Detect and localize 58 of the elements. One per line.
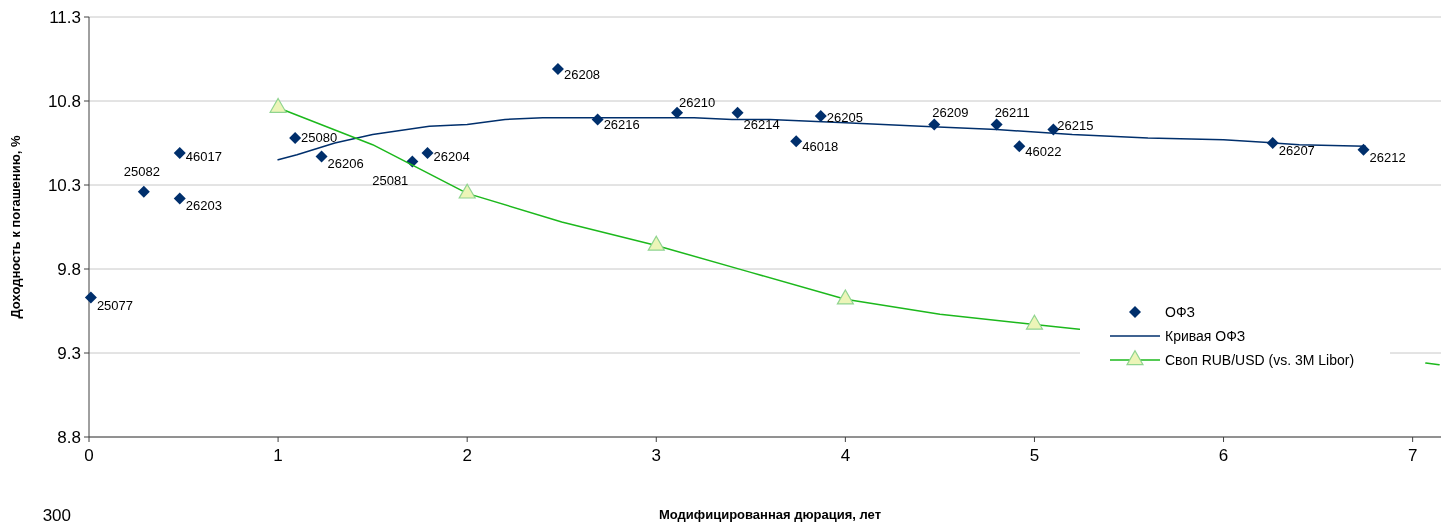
annotation: 26214	[743, 116, 780, 132]
annotation: 46022	[1025, 144, 1062, 160]
annotation: 25081	[372, 173, 409, 189]
x-tick-label: 6	[1218, 446, 1229, 465]
x-tick-label: 2	[462, 446, 472, 465]
point	[647, 235, 665, 251]
y-tick-label: 11.3	[49, 7, 81, 27]
annotation: 26206	[327, 156, 364, 172]
point	[458, 183, 476, 199]
point	[790, 135, 803, 148]
point	[315, 150, 328, 163]
annotation: 26205	[826, 110, 863, 126]
point	[731, 106, 744, 119]
annotation: 26210	[679, 94, 716, 110]
annotation: 46017	[185, 149, 222, 165]
y-axis-title: Доходность к погашению, %	[8, 134, 23, 319]
x-tick-label: 1	[273, 446, 283, 465]
annotation: 26212	[1369, 149, 1406, 165]
legend-label: ОФЗ	[1165, 303, 1195, 320]
point	[551, 63, 564, 76]
point	[1025, 314, 1044, 330]
text: 300	[42, 506, 71, 523]
x-tick-label: 3	[651, 446, 662, 465]
annotation: 26203	[185, 198, 222, 214]
x-tick-label: 5	[1029, 446, 1040, 465]
annotation: 26215	[1057, 117, 1094, 133]
y-tick-label: 9.3	[57, 343, 81, 363]
annotation: 25082	[123, 163, 160, 179]
y-tick-label: 8.8	[57, 427, 81, 447]
x-tick-label: 7	[1407, 446, 1418, 465]
point	[1013, 140, 1026, 153]
point	[421, 147, 434, 160]
annotation: 25080	[301, 129, 338, 145]
point	[173, 147, 186, 160]
point	[671, 106, 684, 119]
point	[137, 185, 150, 198]
annotation: 26211	[994, 104, 1030, 120]
annotation: 46018	[802, 139, 839, 155]
x-tick-label: 0	[84, 446, 94, 465]
point	[990, 118, 1003, 131]
x-tick-label: 4	[840, 446, 851, 465]
point	[289, 131, 302, 144]
point	[173, 192, 186, 205]
legend-label: Кривая ОФЗ	[1165, 327, 1246, 344]
annotation: 26208	[563, 67, 601, 83]
y-tick-label: 9.8	[57, 259, 81, 279]
annotation: 26204	[433, 149, 470, 165]
annotation: 26216	[603, 117, 640, 133]
annotation: 26209	[932, 104, 969, 120]
annotation: 26207	[1278, 143, 1315, 158]
point	[836, 289, 854, 305]
annotation: 25077	[96, 297, 134, 313]
x-axis-title: Модифицированная дюрация, лет	[658, 507, 882, 522]
y-tick-label: 10.8	[47, 91, 81, 111]
y-tick-label: 10.3	[47, 175, 81, 195]
point	[84, 291, 97, 304]
point	[1357, 143, 1370, 156]
legend-label: Своп RUB/USD (vs. 3M Libor)	[1165, 351, 1355, 368]
